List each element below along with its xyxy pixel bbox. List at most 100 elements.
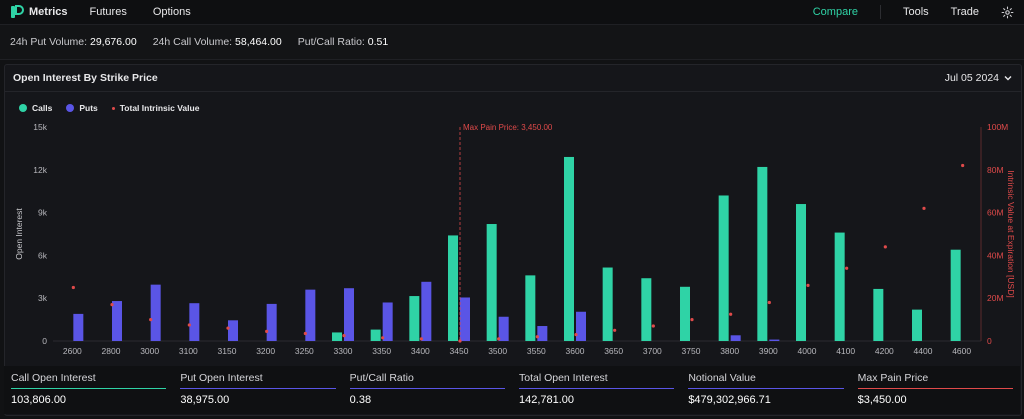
nav-divider — [879, 5, 881, 19]
puts-bar — [460, 297, 470, 341]
volume-stats-bar: 24h Put Volume: 29,676.00 24h Call Volum… — [0, 25, 1024, 60]
legend-calls[interactable]: Calls — [19, 103, 52, 113]
x-tick-label: 4000 — [798, 346, 817, 356]
summary-underline — [11, 388, 167, 389]
y2-tick-label: 60M — [987, 208, 1004, 218]
puts-bar — [537, 326, 548, 341]
x-tick-label: 3300 — [334, 346, 353, 356]
summary-bar: Call Open Interest 103,806.00 Put Open I… — [4, 366, 1020, 414]
puts-bar — [73, 313, 84, 341]
x-tick-label: 4200 — [875, 346, 894, 356]
put-call-ratio-label: Put/Call Ratio: — [297, 36, 365, 48]
summary-label: Total Open Interest — [518, 372, 608, 384]
y-tick-label: 0 — [42, 336, 47, 346]
x-tick-label: 3800 — [720, 346, 739, 356]
y2-tick-label: 40M — [987, 250, 1004, 260]
intrinsic-point — [226, 326, 230, 330]
summary-notional: Notional Value $479,302,966.71 — [681, 366, 850, 414]
y-tick-label: 12k — [33, 165, 47, 175]
puts-bar — [382, 302, 393, 341]
x-tick-label: 3550 — [527, 346, 546, 356]
x-tick-label: 3000 — [140, 346, 159, 356]
summary-value: 0.38 — [349, 394, 372, 406]
put-call-ratio-value: 0.51 — [367, 36, 389, 48]
puts-bar — [189, 303, 200, 341]
puts-bar — [421, 281, 432, 341]
calls-bar — [834, 232, 845, 341]
summary-value: 142,781.00 — [518, 394, 575, 406]
summary-value: $3,450.00 — [857, 394, 907, 406]
expiry-date-select[interactable]: Jul 05 2024 — [945, 72, 1013, 84]
gear-icon[interactable] — [1001, 6, 1014, 19]
calls-bar — [912, 309, 922, 341]
intrinsic-swatch — [111, 106, 115, 110]
nav-tools[interactable]: Tools — [902, 6, 929, 18]
top-navbar: Metrics Futures Options Compare Tools Tr… — [0, 0, 1024, 25]
calls-bar — [370, 329, 381, 341]
legend-puts-label: Puts — [79, 103, 98, 113]
legend-intrinsic-label: Total Intrinsic Value — [119, 103, 200, 113]
puts-bar — [576, 311, 586, 341]
intrinsic-point — [149, 318, 153, 322]
y-tick-label: 9k — [38, 208, 48, 218]
nav-options[interactable]: Options — [152, 6, 191, 18]
x-tick-label: 4600 — [952, 346, 971, 356]
calls-bar — [486, 224, 497, 341]
panel-title: Open Interest By Strike Price — [13, 72, 158, 84]
x-tick-label: 3100 — [179, 346, 198, 356]
intrinsic-point — [419, 337, 423, 341]
legend-intrinsic[interactable]: Total Intrinsic Value — [111, 103, 200, 113]
puts-bar — [112, 301, 122, 341]
legend-puts[interactable]: Puts — [66, 103, 98, 113]
brand-logo[interactable]: Metrics — [10, 5, 68, 19]
puts-bar — [266, 303, 277, 341]
calls-bar — [796, 204, 806, 341]
calls-bar — [448, 235, 458, 341]
summary-max-pain: Max Pain Price $3,450.00 — [851, 366, 1020, 414]
puts-swatch — [66, 104, 75, 112]
puts-bar — [769, 339, 780, 341]
legend-calls-label: Calls — [32, 103, 53, 113]
summary-value: $479,302,966.71 — [688, 394, 771, 406]
summary-total-oi: Total Open Interest 142,781.00 — [512, 366, 681, 414]
intrinsic-point — [110, 303, 114, 307]
summary-label: Notional Value — [688, 372, 756, 384]
calls-bar — [873, 288, 884, 341]
brand-name: Metrics — [29, 6, 68, 18]
x-tick-label: 3400 — [411, 346, 430, 356]
calls-bar — [525, 275, 536, 341]
summary-underline — [857, 388, 1013, 389]
y-tick-label: 3k — [38, 293, 48, 303]
expiry-date-value: Jul 05 2024 — [944, 72, 999, 84]
intrinsic-point — [729, 312, 733, 316]
intrinsic-point — [458, 339, 462, 343]
y-axis-label: Open Interest — [14, 208, 24, 260]
calls-bar — [718, 195, 729, 341]
summary-underline — [349, 388, 505, 389]
summary-put-call-ratio: Put/Call Ratio 0.38 — [343, 366, 512, 414]
open-interest-panel: Open Interest By Strike Price Jul 05 202… — [4, 64, 1022, 416]
call-volume-value: 58,464.00 — [235, 36, 282, 48]
nav-trade[interactable]: Trade — [950, 6, 979, 18]
intrinsic-point — [497, 337, 501, 341]
max-pain-label: Max Pain Price: 3,450.00 — [463, 123, 553, 132]
x-tick-label: 3450 — [450, 346, 469, 356]
y2-tick-label: 100M — [987, 122, 1008, 132]
intrinsic-point — [806, 283, 810, 287]
calls-bar — [641, 278, 652, 341]
intrinsic-point — [690, 318, 694, 322]
x-tick-label: 4400 — [914, 346, 933, 356]
intrinsic-point — [574, 332, 578, 337]
intrinsic-point — [651, 324, 655, 328]
intrinsic-point — [845, 266, 849, 270]
put-volume-label: 24h Put Volume: — [10, 36, 88, 48]
summary-label: Call Open Interest — [11, 372, 96, 384]
chart-legend: Calls Puts Total Intrinsic Value — [19, 103, 199, 113]
puts-bar — [150, 284, 161, 341]
summary-label: Max Pain Price — [857, 372, 929, 384]
nav-compare[interactable]: Compare — [812, 6, 858, 18]
x-tick-label: 3900 — [759, 346, 778, 356]
put-volume-value: 29,676.00 — [89, 36, 137, 48]
calls-bar — [564, 156, 574, 341]
nav-futures[interactable]: Futures — [89, 6, 127, 18]
